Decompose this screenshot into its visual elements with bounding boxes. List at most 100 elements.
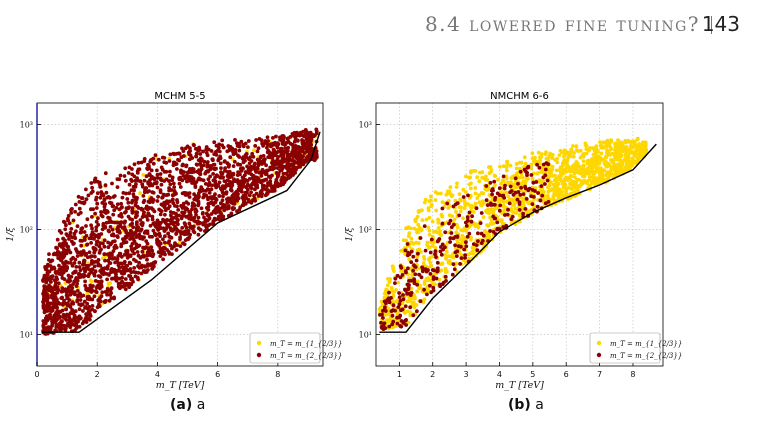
scatter-point-dark-red	[515, 197, 520, 202]
scatter-point-dark-red	[99, 190, 104, 194]
scatter-point-dark-red	[279, 146, 284, 151]
scatter-point-dark-red	[193, 146, 198, 151]
scatter-point-yellow	[425, 240, 430, 245]
scatter-point-dark-red	[159, 177, 163, 182]
scatter-point-dark-red	[75, 288, 80, 293]
scatter-point-dark-red	[58, 258, 63, 262]
scatter-point-dark-red	[286, 161, 290, 166]
scatter-point-dark-red	[219, 170, 223, 175]
scatter-point-yellow	[430, 280, 435, 285]
scatter-point-dark-red	[168, 152, 173, 157]
scatter-point-dark-red	[152, 231, 157, 236]
scatter-point-yellow	[420, 208, 424, 213]
scatter-point-yellow	[568, 181, 572, 186]
scatter-point-yellow	[585, 158, 590, 163]
scatter-point-yellow	[457, 205, 462, 210]
scatter-point-dark-red	[126, 206, 131, 211]
scatter-point-dark-red	[149, 206, 154, 211]
scatter-point-dark-red	[235, 194, 240, 199]
scatter-point-yellow	[467, 256, 471, 261]
scatter-point-dark-red	[411, 254, 416, 259]
scatter-point-yellow	[415, 289, 420, 294]
scatter-point-dark-red	[136, 270, 141, 275]
y-tick-label: 10³	[359, 120, 372, 129]
scatter-point-dark-red	[49, 280, 53, 284]
scatter-point-yellow	[434, 208, 439, 213]
scatter-point-dark-red	[433, 252, 437, 256]
scatter-point-yellow	[573, 190, 577, 194]
scatter-point-dark-red	[187, 235, 192, 240]
scatter-point-yellow	[604, 171, 609, 176]
scatter-point-dark-red	[282, 159, 287, 164]
x-tick-label: 1	[397, 370, 402, 379]
scatter-point-dark-red	[64, 259, 68, 264]
scatter-point-dark-red	[288, 167, 293, 172]
scatter-point-dark-red	[464, 244, 469, 249]
scatter-point-dark-red	[141, 253, 146, 258]
scatter-point-dark-red	[129, 188, 134, 193]
scatter-point-dark-red	[81, 309, 85, 313]
scatter-point-dark-red	[62, 277, 67, 281]
scatter-point-yellow	[428, 194, 433, 199]
scatter-point-dark-red	[288, 163, 293, 168]
scatter-point-dark-red	[517, 208, 522, 212]
scatter-point-dark-red	[189, 170, 193, 175]
scatter-point-dark-red	[76, 319, 80, 324]
scatter-point-dark-red	[232, 192, 236, 197]
scatter-point-dark-red	[525, 173, 529, 178]
scatter-point-dark-red	[211, 163, 216, 167]
scatter-point-dark-red	[251, 198, 255, 203]
scatter-point-dark-red	[217, 146, 221, 150]
scatter-point-dark-red	[216, 158, 221, 163]
chart-title: NMCHM 6-6	[490, 91, 549, 102]
scatter-point-dark-red	[531, 180, 536, 185]
scatter-point-yellow	[508, 163, 513, 168]
scatter-point-dark-red	[149, 245, 154, 250]
scatter-point-dark-red	[264, 192, 269, 197]
scatter-point-dark-red	[77, 324, 82, 329]
scatter-point-yellow	[553, 158, 558, 162]
scatter-point-dark-red	[202, 215, 206, 220]
scatter-point-dark-red	[93, 211, 97, 216]
scatter-point-dark-red	[206, 213, 210, 218]
y-axis-label: 1/ξ	[5, 226, 16, 241]
scatter-point-yellow	[487, 234, 492, 239]
scatter-point-dark-red	[147, 200, 152, 205]
scatter-point-dark-red	[41, 323, 46, 328]
scatter-point-dark-red	[117, 276, 122, 281]
scatter-point-dark-red	[110, 181, 114, 186]
scatter-point-dark-red	[114, 205, 119, 210]
section-title: 8.4 lowered fine tuning?	[424, 12, 700, 36]
scatter-point-yellow	[460, 240, 465, 244]
scatter-point-dark-red	[74, 265, 79, 269]
scatter-point-dark-red	[469, 219, 474, 224]
scatter-point-dark-red	[253, 144, 258, 148]
scatter-point-dark-red	[245, 187, 250, 192]
scatter-point-dark-red	[214, 166, 218, 171]
scatter-point-dark-red	[173, 224, 177, 229]
scatter-point-dark-red	[187, 149, 192, 154]
scatter-point-yellow	[623, 152, 628, 157]
scatter-point-dark-red	[63, 227, 68, 232]
scatter-point-dark-red	[99, 247, 103, 252]
scatter-point-yellow	[422, 257, 427, 261]
scatter-point-dark-red	[116, 220, 121, 225]
scatter-point-dark-red	[91, 284, 95, 288]
scatter-point-dark-red	[239, 182, 243, 187]
scatter-point-yellow	[633, 143, 638, 148]
scatter-point-dark-red	[150, 200, 155, 204]
scatter-point-dark-red	[198, 220, 202, 225]
scatter-point-dark-red	[57, 229, 62, 233]
scatter-point-dark-red	[443, 274, 448, 279]
scatter-point-dark-red	[449, 231, 454, 235]
scatter-point-dark-red	[79, 293, 84, 298]
scatter-point-dark-red	[142, 231, 147, 235]
scatter-point-yellow	[541, 179, 545, 183]
scatter-point-dark-red	[399, 319, 404, 323]
scatter-point-dark-red	[184, 200, 189, 205]
scatter-point-yellow	[430, 219, 435, 224]
scatter-point-yellow	[506, 180, 510, 185]
scatter-point-dark-red	[127, 182, 132, 187]
scatter-point-dark-red	[271, 136, 275, 140]
scatter-point-yellow	[561, 171, 566, 176]
